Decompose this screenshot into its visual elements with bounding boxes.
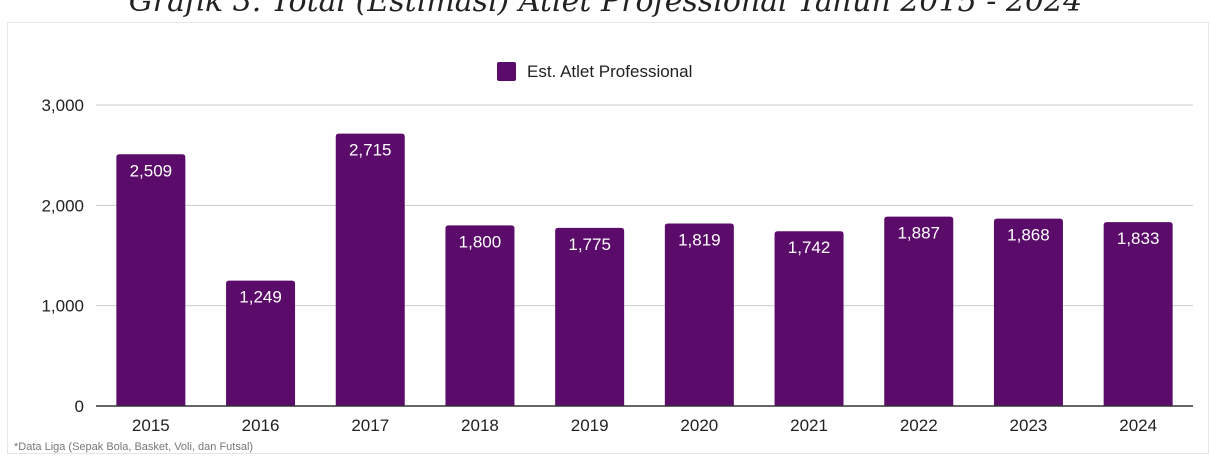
bar-2023: [993, 218, 1063, 406]
bar-2016: [226, 280, 296, 406]
y-tick-label: 2,000: [41, 196, 84, 215]
legend-swatch: [497, 62, 516, 81]
y-tick-label: 1,000: [41, 297, 84, 316]
data-label: 2,715: [349, 141, 392, 160]
data-label: 1,833: [1117, 229, 1160, 248]
data-label: 1,868: [1007, 226, 1050, 245]
data-label: 1,887: [897, 224, 940, 243]
x-tick-label: 2019: [571, 416, 609, 435]
x-tick-label: 2022: [900, 416, 938, 435]
bar-2015: [116, 154, 186, 406]
bar-2019: [555, 227, 625, 406]
legend-label: Est. Atlet Professional: [527, 62, 692, 81]
x-tick-label: 2018: [461, 416, 499, 435]
bar-2020: [664, 223, 734, 406]
x-tick-label: 2021: [790, 416, 828, 435]
data-label: 1,742: [788, 238, 831, 257]
data-label: 1,800: [459, 232, 502, 251]
bar-2022: [884, 216, 954, 406]
x-tick-label: 2016: [242, 416, 280, 435]
x-tick-label: 2015: [132, 416, 170, 435]
x-tick-label: 2024: [1119, 416, 1157, 435]
data-label: 1,249: [239, 288, 282, 307]
x-tick-label: 2020: [680, 416, 718, 435]
data-label: 2,509: [130, 161, 173, 180]
x-tick-label: 2023: [1010, 416, 1048, 435]
data-label: 1,819: [678, 230, 721, 249]
footnote: *Data Liga (Sepak Bola, Basket, Voli, da…: [14, 441, 254, 453]
y-tick-label: 3,000: [41, 96, 84, 115]
bar-2017: [335, 133, 405, 406]
bar-2018: [445, 225, 515, 406]
bar-2021: [774, 231, 844, 406]
data-label: 1,775: [568, 235, 611, 254]
y-tick-label: 0: [75, 397, 84, 416]
bar-2024: [1103, 222, 1173, 406]
x-tick-label: 2017: [351, 416, 389, 435]
chart-title: Grafik 3. Total (Estimasi) Atlet Profess…: [128, 0, 1083, 19]
